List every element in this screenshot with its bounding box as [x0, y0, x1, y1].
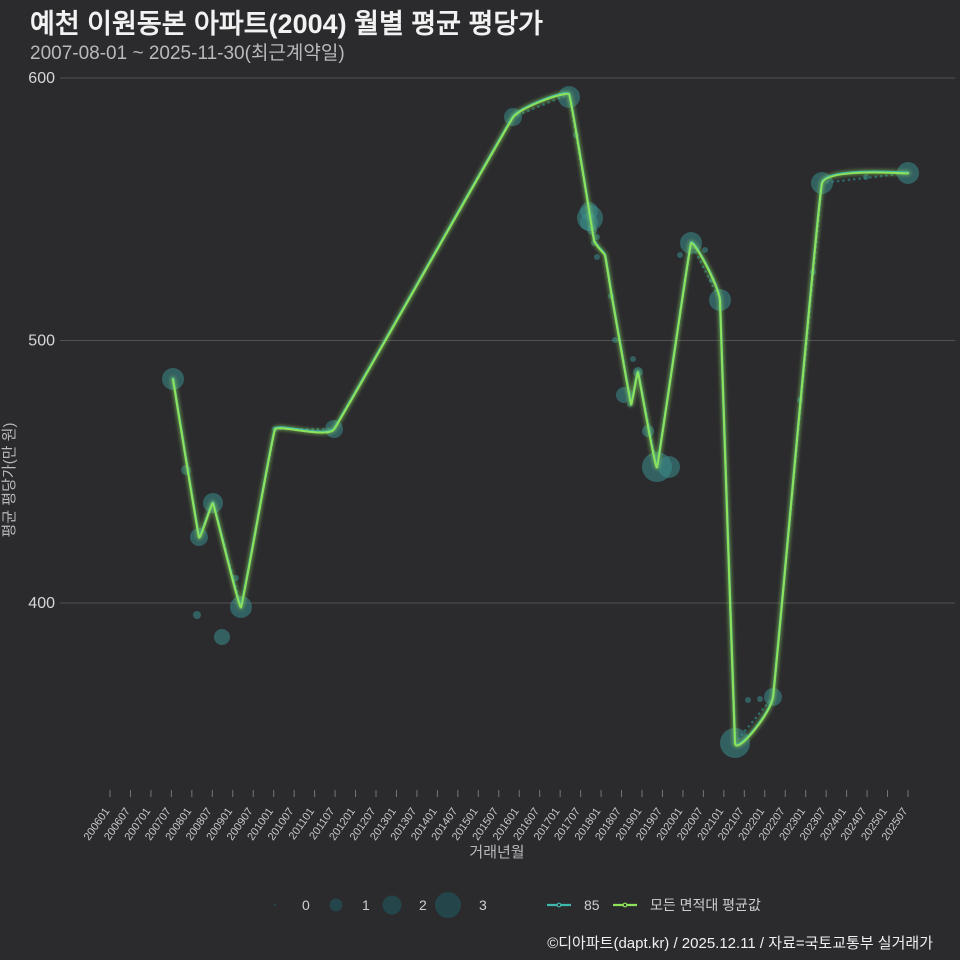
svg-text:©디아파트(dapt.kr) / 2025.12.11 /: ©디아파트(dapt.kr) / 2025.12.11 / 자료=국토교통부 실… [547, 935, 933, 952]
svg-text:0: 0 [302, 897, 310, 913]
svg-text:2: 2 [419, 897, 427, 913]
svg-text:500: 500 [28, 333, 55, 350]
svg-text:1: 1 [362, 897, 370, 913]
svg-text:600: 600 [28, 70, 55, 87]
svg-text:모든 면적대 평균값: 모든 면적대 평균값 [650, 897, 761, 913]
svg-text:400: 400 [28, 595, 55, 612]
svg-text:평균 평당가(만 원): 평균 평당가(만 원) [1, 423, 18, 538]
svg-text:거래년월: 거래년월 [469, 844, 524, 861]
svg-text:3: 3 [479, 897, 487, 913]
svg-text:85: 85 [584, 897, 600, 913]
